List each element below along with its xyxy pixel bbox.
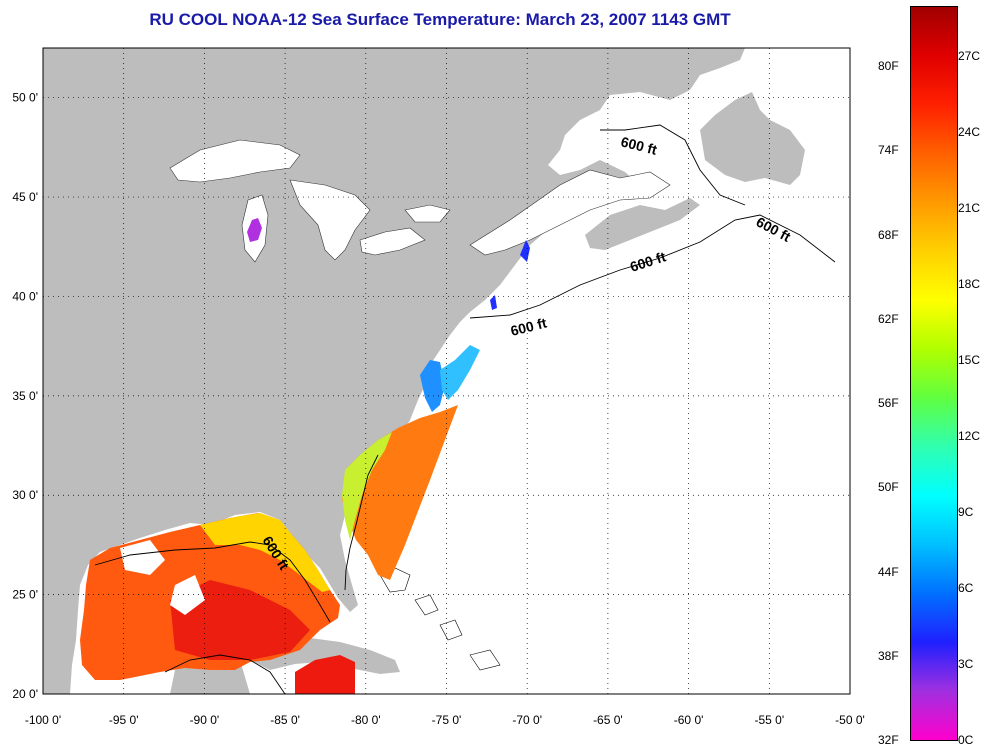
longitude-label: -85 0' <box>270 713 300 727</box>
colorbar-fahrenheit-label: 50F <box>878 480 899 495</box>
colorbar-celsius-label: 3C <box>958 657 974 671</box>
colorbar-celsius-label: 12C <box>958 429 981 443</box>
longitude-label: -50 0' <box>835 713 865 727</box>
colorbar-fahrenheit-label: 80F <box>878 59 899 73</box>
latitude-label: 25 0' <box>12 588 38 602</box>
latitude-label: 30 0' <box>12 488 38 502</box>
sst-gulf-coast-cool <box>200 513 330 592</box>
great-lakes <box>169 139 451 263</box>
colorbar-fahrenheit-label: 62F <box>878 311 899 326</box>
st-lawrence-gulf <box>469 169 671 256</box>
sst-south-cuba <box>295 655 355 694</box>
colorbar-celsius-label: 21C <box>958 201 981 215</box>
colorbar-celsius-label: 18C <box>958 277 981 291</box>
colorbar-fahrenheit-label: 38F <box>878 648 899 663</box>
colorbar-celsius-label: 27C <box>958 49 981 63</box>
longitude-label: -70 0' <box>512 713 542 727</box>
longitude-label: -55 0' <box>754 713 784 727</box>
longitude-label: -65 0' <box>593 713 623 727</box>
longitude-label: -75 0' <box>432 713 462 727</box>
latitude-label: 35 0' <box>12 389 38 403</box>
land-newfoundland <box>700 92 805 185</box>
latitude-label: 40 0' <box>12 289 38 303</box>
colorbar-fahrenheit-label: 74F <box>878 143 899 158</box>
sst-chesapeake-cold <box>420 360 445 412</box>
longitude-label: -80 0' <box>351 713 381 727</box>
longitude-label: -90 0' <box>190 713 220 727</box>
sst-lake-michigan-cold <box>247 218 262 242</box>
sst-gulf-of-maine-cold <box>490 240 530 310</box>
colorbar-celsius-label: 6C <box>958 581 974 595</box>
colorbar-celsius-label: 24C <box>958 125 981 139</box>
land-bahamas <box>379 567 501 671</box>
longitude-label: -100 0' <box>25 713 61 727</box>
colorbar-celsius-label: 15C <box>958 353 981 367</box>
sst-gulf-clouds <box>120 540 205 615</box>
colorbar-fahrenheit-label: 68F <box>878 227 899 242</box>
colorbar-celsius-label: 9C <box>958 505 974 519</box>
colorbar-fahrenheit-label: 32F <box>878 733 899 747</box>
colorbar-celsius-label: 0C <box>958 733 974 747</box>
colorbar-fahrenheit-label: 44F <box>878 564 899 579</box>
colorbar-fahrenheit-label: 56F <box>878 396 899 410</box>
chart-title: RU COOL NOAA-12 Sea Surface Temperature:… <box>149 10 731 29</box>
latitude-label: 45 0' <box>12 190 38 204</box>
sst-shelf-cool <box>342 432 392 540</box>
sst-coastal-blue <box>440 345 480 400</box>
land-nova-scotia <box>585 198 700 250</box>
colorbar-gradient <box>911 7 957 740</box>
map-frame <box>42 47 851 695</box>
shelf-contours <box>94 124 836 694</box>
latitude-label: 20 0' <box>12 687 38 701</box>
latitude-label: 50 0' <box>12 91 38 105</box>
temperature-colorbar <box>910 6 958 741</box>
longitude-label: -95 0' <box>109 713 139 727</box>
longitude-label: -60 0' <box>674 713 704 727</box>
